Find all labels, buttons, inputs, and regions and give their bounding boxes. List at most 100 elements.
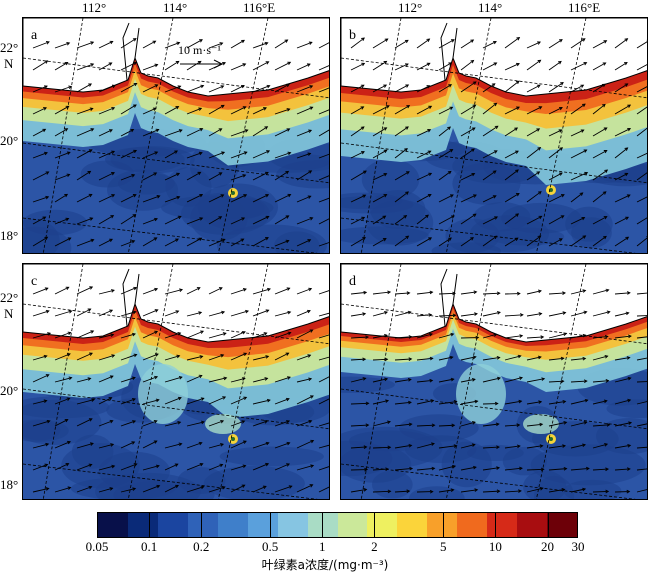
wind-vector-head: [385, 467, 390, 472]
wind-vector: [570, 290, 586, 295]
wind-vector-head: [426, 85, 431, 89]
wind-vector: [32, 420, 50, 427]
wind-vector: [548, 488, 565, 493]
wind-vector: [592, 216, 607, 225]
wind-vector: [318, 42, 329, 49]
wind-vector: [636, 172, 647, 181]
wind-vector: [120, 287, 137, 295]
wind-vector: [54, 310, 72, 317]
wind-vector: [482, 195, 497, 203]
wind-vector: [416, 105, 432, 115]
map-canvas-a: [23, 18, 329, 253]
wind-vector-head: [308, 419, 313, 424]
wind-vector: [460, 60, 474, 71]
wind-vector: [570, 467, 589, 471]
wind-vector-head: [538, 312, 543, 316]
wind-vector: [32, 216, 46, 225]
wind-vector-head: [45, 171, 50, 175]
wind-vector: [98, 375, 114, 383]
wind-vector: [526, 313, 542, 317]
wind-vector: [372, 334, 388, 339]
wind-vector-head: [470, 39, 475, 43]
wind-vector: [120, 488, 136, 493]
wind-vector-head: [450, 39, 455, 43]
wind-vector-head: [219, 463, 224, 468]
deep-water-patch: [467, 444, 524, 462]
wind-vector-head: [65, 286, 70, 290]
wind-vector: [438, 356, 453, 361]
wind-vector-head: [308, 170, 313, 174]
wind-vector: [482, 446, 500, 449]
wind-vector: [186, 171, 201, 181]
wind-vector: [394, 358, 412, 361]
wind-vector: [526, 468, 544, 471]
wind-vector-head: [516, 291, 521, 296]
graticule-parallel: [341, 57, 647, 99]
wind-vector: [164, 42, 180, 49]
wind-vector-head: [242, 440, 247, 444]
wind-vector-head: [307, 309, 311, 314]
wind-vector-head: [222, 62, 226, 66]
wind-vector: [614, 444, 631, 449]
wind-vector-head: [362, 357, 367, 362]
wind-vector: [614, 312, 629, 317]
wind-vector: [98, 397, 112, 405]
wind-vector: [350, 488, 367, 493]
colorbar-tick-label: 0.5: [262, 539, 279, 554]
wind-vector-head: [515, 169, 519, 173]
wind-vector: [120, 354, 137, 361]
land-area: [341, 18, 647, 97]
wind-vector-head: [133, 82, 138, 87]
wind-vector-head: [44, 85, 48, 89]
wind-vector-head: [132, 38, 137, 42]
colorbar-tick-mark: [547, 512, 549, 538]
wind-vector-head: [64, 128, 69, 132]
wind-vector: [186, 237, 202, 247]
wind-vector-head: [427, 150, 432, 154]
wind-vector: [350, 291, 367, 295]
wind-vector-head: [471, 443, 476, 447]
wind-vector-head: [131, 398, 136, 402]
colorbar-swatch: [367, 513, 398, 537]
wind-vector: [350, 237, 366, 247]
wind-vector: [296, 41, 313, 49]
wind-vector-head: [306, 63, 311, 67]
lat-label-20-top: 20°: [0, 133, 19, 148]
wind-vector-head: [514, 127, 519, 131]
wind-vector-head: [198, 311, 203, 315]
wind-vector: [32, 463, 48, 471]
wind-vector-head: [245, 309, 249, 314]
wind-vector: [460, 237, 474, 247]
wind-vector-head: [154, 63, 159, 68]
wind-vector-head: [90, 41, 95, 45]
wind-vector: [164, 332, 181, 339]
wind-vector: [186, 107, 202, 115]
wind-vector: [98, 465, 115, 471]
wind-vector: [526, 235, 541, 247]
wind-vector-head: [43, 354, 48, 359]
wind-vector: [416, 291, 433, 295]
wind-vector-head: [387, 489, 392, 494]
wind-vector-head: [605, 489, 610, 494]
wind-vector-head: [287, 193, 292, 198]
wind-vector: [98, 215, 114, 225]
wind-vector-head: [540, 335, 545, 339]
wind-vector: [186, 463, 203, 471]
wind-vector-head: [581, 38, 586, 42]
wind-vector: [186, 375, 202, 383]
wind-vector-head: [44, 236, 49, 241]
wind-vector-head: [265, 194, 270, 198]
wind-vector-head: [383, 127, 388, 131]
wind-vector: [208, 128, 222, 137]
wind-vector-head: [265, 462, 270, 467]
wind-vector: [54, 332, 71, 339]
estuary-coastline: [122, 268, 140, 327]
wind-vector-head: [604, 334, 609, 339]
wind-vector: [614, 236, 629, 247]
wind-vector: [296, 195, 311, 203]
wind-vector-head: [45, 487, 50, 491]
map-canvas-d: [341, 264, 647, 499]
wind-vector-head: [286, 420, 291, 424]
wind-vector: [372, 446, 391, 449]
wind-vector-head: [624, 147, 629, 151]
